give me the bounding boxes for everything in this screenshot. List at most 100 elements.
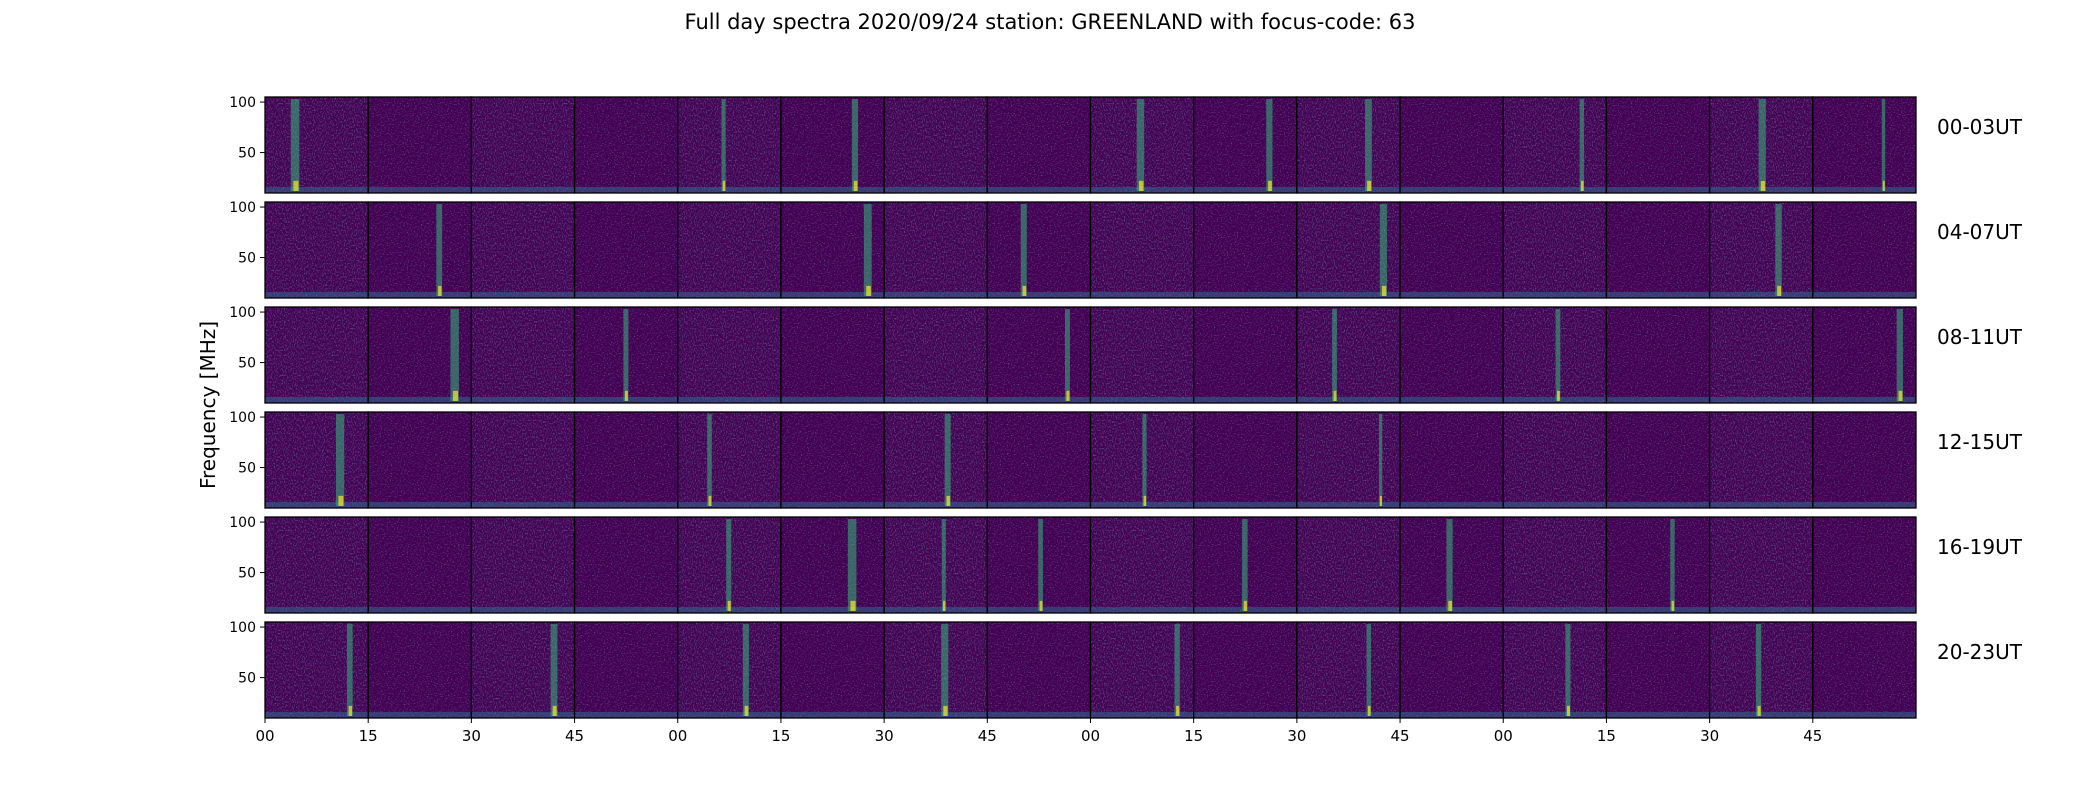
panel-noise [677,622,781,718]
low-frequency-band [1812,501,1916,508]
radio-burst [1266,99,1273,191]
spectrum-panel [780,306,885,404]
spectrum-panel [986,201,1092,299]
spectrum-panel [780,201,885,299]
panel-noise [1709,307,1813,403]
panel-noise [884,622,988,718]
burst-peak [1580,180,1584,191]
burst-peak [1757,705,1761,716]
panel-noise [1606,622,1710,718]
panel-noise [471,517,575,613]
panel-noise [574,202,678,298]
burst-peak [1566,705,1570,716]
low-frequency-band [1400,396,1504,403]
panel-noise [1606,202,1710,298]
spectrum-panel [677,621,782,719]
burst-peak [1143,495,1147,506]
spectrum-panel [1708,516,1814,614]
low-frequency-band [1812,606,1916,613]
low-frequency-band [677,291,781,298]
radio-burst [1579,99,1585,191]
spectrum-panel [780,516,885,614]
low-frequency-band [1812,291,1916,298]
burst-peak [850,600,856,611]
spectrum-panel [1812,411,1917,509]
panel-noise [1296,412,1401,508]
low-frequency-band [987,186,1091,193]
low-frequency-band [1606,186,1710,193]
spectrum-panel [986,306,1092,404]
low-frequency-band [1400,186,1504,193]
low-frequency-band [780,606,885,613]
spectrum-panel [264,516,369,614]
panel-noise [574,622,678,718]
low-frequency-band [1709,291,1813,298]
x-tick-label: 15 [771,727,790,745]
spectrum-panel [367,96,473,194]
spectrum-panel [986,411,1092,509]
low-frequency-band [1503,501,1607,508]
low-frequency-band [780,186,885,193]
radio-burst [1755,624,1762,716]
low-frequency-band [780,501,885,508]
spectrum-panel [1296,306,1401,404]
low-frequency-band [265,186,369,193]
low-frequency-band [1812,711,1916,718]
low-frequency-band [987,501,1091,508]
burst-peak [338,495,344,506]
panel-noise [1812,412,1916,508]
spectrum-panel [1089,621,1195,719]
burst-peak [1268,180,1272,191]
low-frequency-band [1503,291,1607,298]
spectrum-panel [1502,201,1608,299]
radio-burst [941,624,949,716]
panel-noise [1296,307,1401,403]
y-axis-label: Frequency [MHz] [196,321,220,489]
spectrum-panel [573,411,679,509]
burst-peak [1777,285,1782,296]
burst-peak [1176,705,1180,716]
burst-peak [708,495,712,506]
panel-noise [780,622,885,718]
row-time-label: 12-15UT [1937,430,2023,454]
low-frequency-band [1606,396,1710,403]
panel-noise [1503,412,1607,508]
x-tick-label: 45 [978,727,997,745]
panel-noise [884,307,988,403]
low-frequency-band [1193,711,1297,718]
radio-burst [1142,414,1147,506]
spectrum-panel [1708,411,1814,509]
spectrum-panel [470,621,576,719]
low-frequency-band [1503,396,1607,403]
low-frequency-band [1296,501,1401,508]
spectrum-panel [573,201,679,299]
panel-noise [368,517,472,613]
low-frequency-band [574,711,678,718]
panel-noise [471,97,575,193]
spectrum-panel [1089,516,1195,614]
spectrum-panel [1812,201,1917,299]
spectrum-panel [883,621,988,719]
burst-peak [1557,390,1560,401]
spectrum-panel [470,411,576,509]
panel-border [1812,96,1917,194]
spectrum-panel [1296,621,1401,719]
radio-burst [944,414,951,506]
panel-noise [1606,412,1710,508]
panel-noise [1193,412,1297,508]
low-frequency-band [265,711,369,718]
spectra-row-1: 100 50 04-07UT [229,200,2023,299]
radio-burst [1332,309,1337,401]
panel-noise [1503,622,1607,718]
low-frequency-band [987,291,1091,298]
low-frequency-band [368,291,472,298]
burst-peak [438,285,442,296]
burst-peak [1243,600,1248,611]
panel-noise [1090,202,1194,298]
spectrum-panel [1605,411,1711,509]
panel-noise [1503,202,1607,298]
spectrum-panel [573,516,679,614]
low-frequency-band [265,606,369,613]
y-tick-label: 100 [229,95,256,111]
panel-noise [1709,517,1813,613]
